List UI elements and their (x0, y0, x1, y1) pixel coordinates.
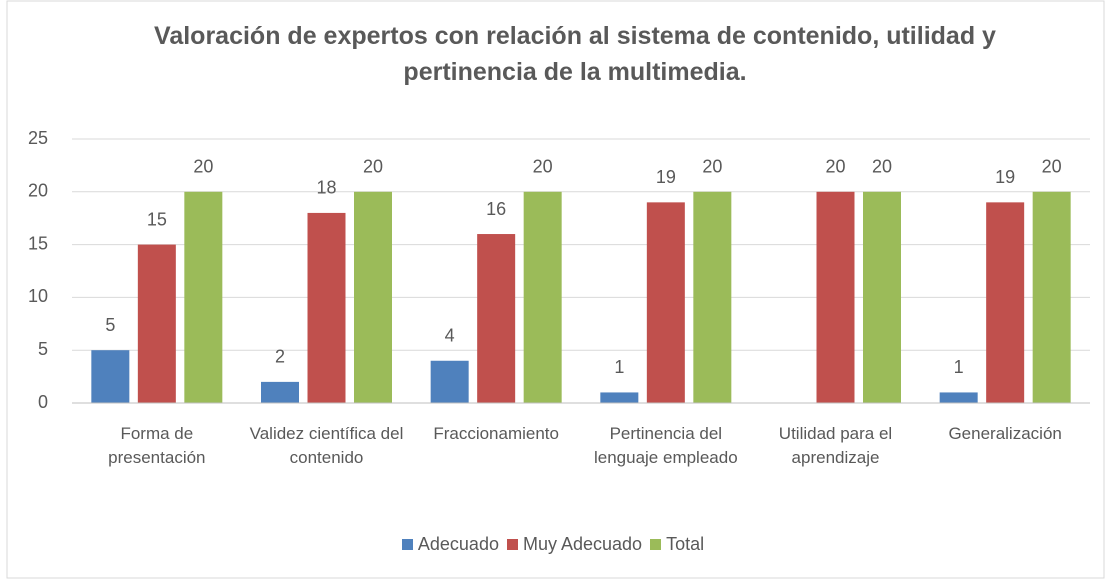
legend-label: Total (666, 534, 705, 554)
data-label: 20 (702, 157, 722, 177)
data-label: 20 (872, 157, 892, 177)
legend: Adecuado Muy Adecuado Total (0, 534, 1106, 555)
x-tick-label: Generalización (948, 424, 1062, 443)
bar (91, 350, 130, 403)
legend-item: Muy Adecuado (506, 534, 643, 555)
x-tick-label: Pertinencia del lenguaje empleado (593, 424, 738, 467)
data-label: 20 (193, 157, 213, 177)
bar (184, 191, 223, 403)
bar (137, 244, 176, 403)
data-label: 19 (995, 167, 1015, 187)
legend-label: Muy Adecuado (522, 534, 643, 554)
data-label: 15 (147, 209, 167, 229)
y-tick-label: 0 (38, 392, 48, 412)
chart-border (6, 0, 1105, 579)
bar (1032, 191, 1071, 403)
data-label: 1 (614, 357, 624, 377)
y-tick-label: 5 (38, 339, 48, 359)
x-tick-label: Fraccionamiento (433, 424, 559, 443)
data-label: 16 (486, 199, 506, 219)
y-tick-label: 15 (28, 233, 48, 253)
data-label: 2 (275, 347, 285, 367)
data-label: 20 (363, 157, 383, 177)
bar (600, 392, 639, 403)
data-label: 18 (316, 178, 336, 198)
data-label: 1 (954, 357, 964, 377)
bar (261, 381, 299, 403)
chart-title: Valoración de expertos con relación al s… (154, 22, 996, 86)
legend-label: Adecuado (417, 534, 499, 554)
bar (354, 191, 392, 403)
legend-item: Total (650, 534, 704, 555)
data-label: 19 (656, 167, 676, 187)
x-tick-label: Utilidad para el aprendizaje (778, 424, 893, 467)
legend-item: Adecuado (401, 534, 499, 555)
data-label: 5 (105, 315, 115, 335)
bar (430, 360, 469, 403)
bar (307, 212, 346, 403)
data-label: 20 (1042, 157, 1062, 177)
legend-swatch (506, 539, 518, 550)
data-label: 20 (825, 157, 845, 177)
bar (477, 234, 516, 403)
data-label: 4 (445, 326, 455, 346)
data-label: 20 (533, 157, 553, 177)
y-tick-label: 20 (28, 181, 48, 201)
x-tick-label: Validez científica del contenido (249, 424, 404, 467)
bar (816, 191, 855, 403)
bar (986, 202, 1025, 403)
legend-swatch (401, 539, 413, 550)
x-tick-label: Forma de presentación (108, 424, 206, 467)
y-tick-label: 10 (28, 286, 48, 306)
legend-swatch (650, 539, 662, 550)
bar (863, 191, 901, 403)
bar (939, 392, 978, 403)
bar (693, 191, 732, 403)
bar (523, 191, 562, 403)
y-tick-label: 25 (28, 128, 48, 148)
bar (646, 202, 685, 403)
